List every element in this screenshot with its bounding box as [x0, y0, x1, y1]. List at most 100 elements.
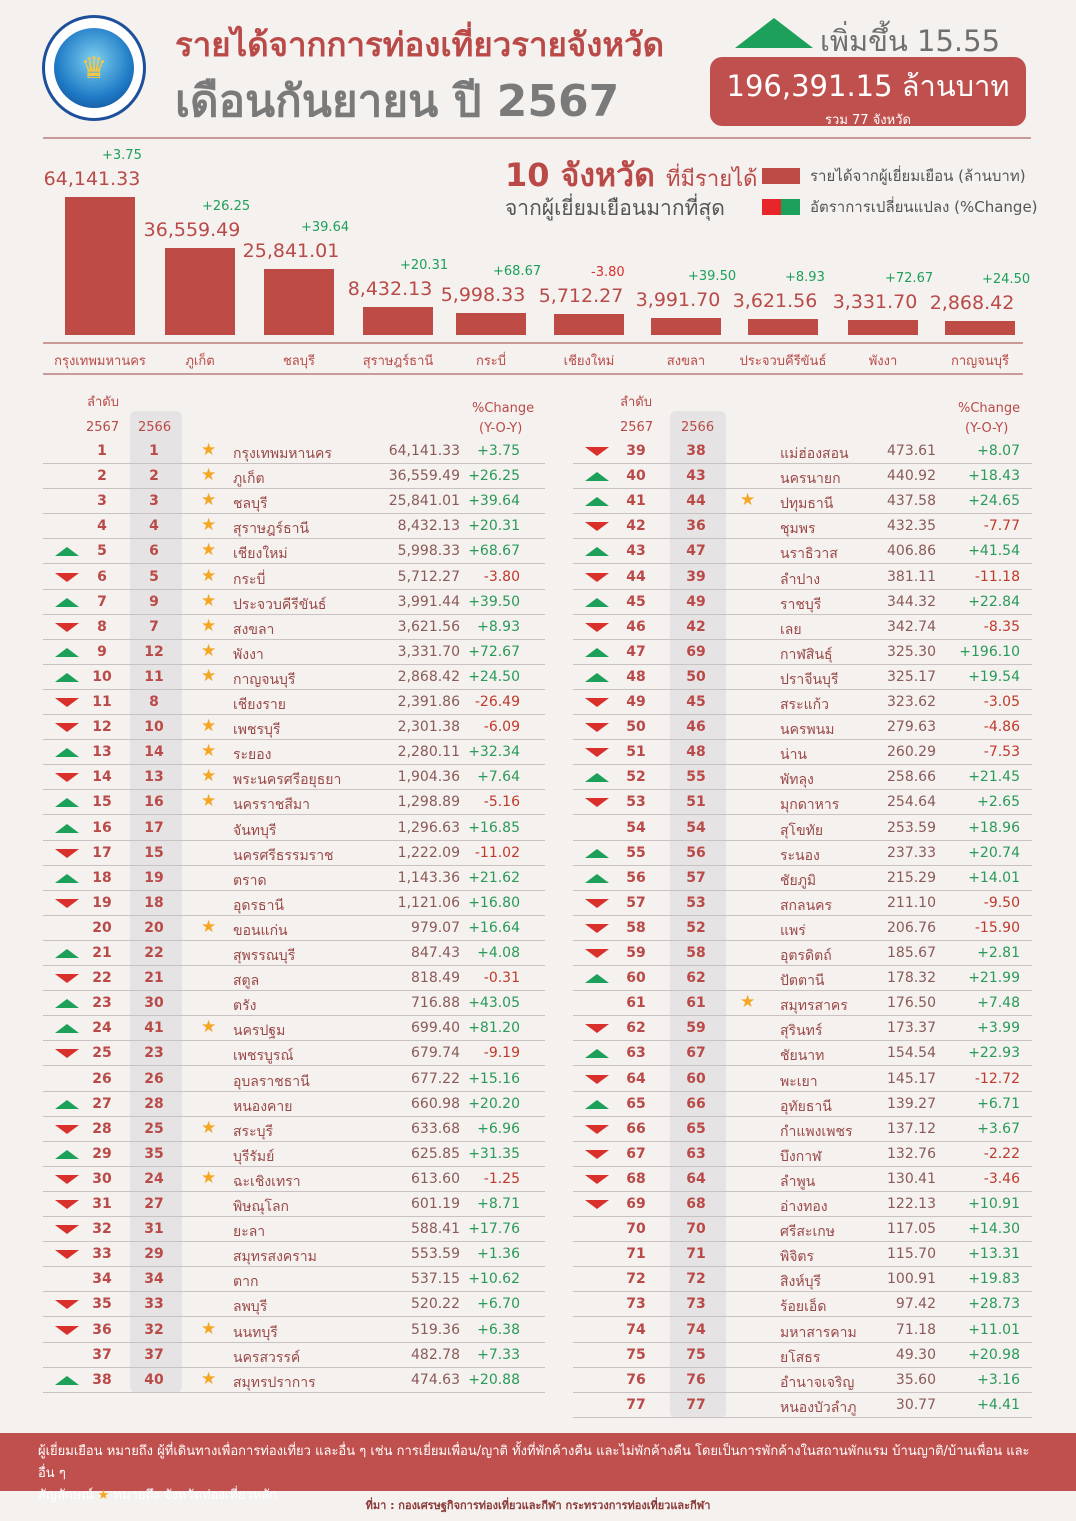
percent-change: -11.02	[474, 844, 520, 861]
revenue-value: 258.66	[887, 769, 936, 786]
rank-2566: 35	[144, 1145, 164, 1162]
table-row: 24 41 ★ นครปฐม 699.40 +81.20	[43, 1016, 545, 1042]
rank-2567: 25	[92, 1045, 112, 1062]
rank-2566: 51	[686, 794, 706, 811]
rank-2566: 66	[686, 1095, 706, 1112]
rank-2567: 20	[92, 919, 112, 936]
province-name: ราชบุรี	[780, 596, 822, 613]
table-row: 23 30 ตรัง 716.88 +43.05	[43, 991, 545, 1017]
rank-up-icon	[585, 647, 609, 657]
province-name: ชลบุรี	[233, 496, 268, 513]
table-row: 69 68 อ่างทอง 122.13 +10.91	[573, 1192, 1032, 1217]
bar-change-label: +26.25	[202, 198, 251, 214]
rank-2567: 10	[92, 668, 112, 685]
rank-2567: 55	[626, 844, 646, 861]
revenue-value: 130.41	[887, 1170, 936, 1187]
rank-up-icon	[585, 497, 609, 507]
percent-change: +28.73	[968, 1296, 1020, 1313]
rank-2566: 17	[144, 819, 164, 836]
province-name: นครสวรรค์	[233, 1349, 301, 1366]
table-row: 27 28 หนองคาย 660.98 +20.20	[43, 1092, 545, 1117]
percent-change: +11.01	[968, 1321, 1020, 1338]
percent-change: +39.50	[468, 593, 520, 610]
revenue-value: 206.76	[887, 919, 936, 936]
rank-2567: 7	[97, 593, 107, 610]
percent-change: +4.41	[977, 1396, 1020, 1413]
rank-header: ลำดับ	[87, 395, 119, 410]
table-row: 39 38 แม่ฮ่องสอน 473.61 +8.07	[573, 439, 1032, 464]
revenue-value: 215.29	[887, 869, 936, 886]
revenue-value: 1,298.89	[397, 794, 460, 811]
revenue-value: 677.22	[411, 1070, 460, 1087]
revenue-value: 716.88	[411, 995, 460, 1012]
bar	[651, 318, 721, 335]
rank-2566: 47	[686, 543, 706, 560]
rank-up-icon	[585, 773, 609, 783]
rank-2567: 24	[92, 1020, 112, 1037]
revenue-value: 1,121.06	[397, 894, 460, 911]
table-row: 12 10 ★ เพชรบุรี 2,301.38 -6.09	[43, 715, 545, 741]
table-row: 40 43 นครนายก 440.92 +18.43	[573, 464, 1032, 490]
rank-2567: 73	[626, 1296, 646, 1313]
percent-change: -15.90	[974, 919, 1020, 936]
province-name: บึงกาฬ	[780, 1148, 822, 1165]
rank-2567: 13	[92, 744, 112, 761]
rank-2567: 49	[626, 694, 646, 710]
rank-2567: 44	[626, 568, 646, 585]
province-name: สงขลา	[233, 621, 275, 638]
rank-down-icon	[55, 572, 79, 582]
rank-up-icon	[55, 1149, 79, 1159]
revenue-value: 660.98	[411, 1095, 460, 1112]
province-name: น่าน	[780, 747, 808, 764]
rank-2567: 38	[92, 1371, 112, 1388]
province-name: สุรินทร์	[780, 1023, 823, 1040]
rank-down-icon	[585, 698, 609, 707]
star-icon: ★	[201, 1017, 217, 1038]
rank-2566: 32	[144, 1321, 164, 1338]
province-name: กระบี่	[233, 571, 266, 588]
rank-2566: 31	[144, 1221, 164, 1238]
rank-up-icon	[55, 823, 79, 833]
province-name: ฉะเชิงเทรา	[233, 1173, 301, 1190]
percent-change: +14.01	[968, 869, 1020, 886]
rank-up-icon	[55, 1375, 79, 1385]
revenue-value: 97.42	[895, 1296, 936, 1313]
province-name: เชียงใหม่	[233, 546, 288, 563]
percent-change: +8.93	[477, 618, 520, 635]
rank-2567: 57	[626, 894, 646, 911]
bar	[65, 197, 135, 335]
rank-2566: 34	[144, 1271, 164, 1288]
table-row: 36 32 ★ นนทบุรี 519.36 +6.38	[43, 1318, 545, 1343]
table-row: 44 39 ลำปาง 381.11 -11.18	[573, 565, 1032, 590]
table-row: 63 67 ชัยนาท 154.54 +22.93	[573, 1041, 1032, 1067]
star-icon: ★	[201, 1368, 217, 1389]
province-name: นครปฐม	[233, 1023, 286, 1040]
revenue-value: 211.10	[887, 894, 936, 911]
change-subheader: (Y-O-Y)	[479, 421, 523, 436]
province-name: สกลนคร	[780, 897, 833, 914]
table-row: 68 64 ลำพูน 130.41 -3.46	[573, 1167, 1032, 1192]
table-row: 34 34 ตาก 537.15 +10.62	[43, 1267, 545, 1293]
legend-revenue-label: รายได้จากผู้เยี่ยมเยือน (ล้านบาท)	[810, 167, 1026, 185]
rank-2567: 64	[626, 1070, 646, 1087]
rank-2567: 39	[626, 443, 646, 459]
rank-down-icon	[55, 898, 79, 908]
revenue-value: 154.54	[887, 1045, 936, 1062]
rank-2567: 12	[92, 719, 112, 736]
rank-down-icon	[55, 622, 79, 632]
rank-2567: 45	[626, 593, 646, 610]
percent-change: -7.53	[983, 744, 1020, 761]
province-name: นครศรีธรรมราช	[233, 847, 334, 864]
rank-2567: 31	[92, 1196, 112, 1212]
rank-up-icon	[585, 672, 609, 682]
revenue-value: 818.49	[411, 970, 460, 987]
revenue-value: 137.12	[887, 1120, 936, 1137]
rank-2566: 27	[144, 1196, 164, 1212]
prev-year-column-band	[130, 411, 182, 1393]
revenue-value: 145.17	[887, 1070, 936, 1087]
province-name: นนทบุรี	[233, 1324, 278, 1341]
revenue-value: 1,904.36	[397, 769, 460, 786]
year-prev-header: 2566	[681, 420, 715, 435]
percent-change: -7.77	[983, 518, 1020, 535]
percent-change: +6.96	[477, 1120, 520, 1137]
